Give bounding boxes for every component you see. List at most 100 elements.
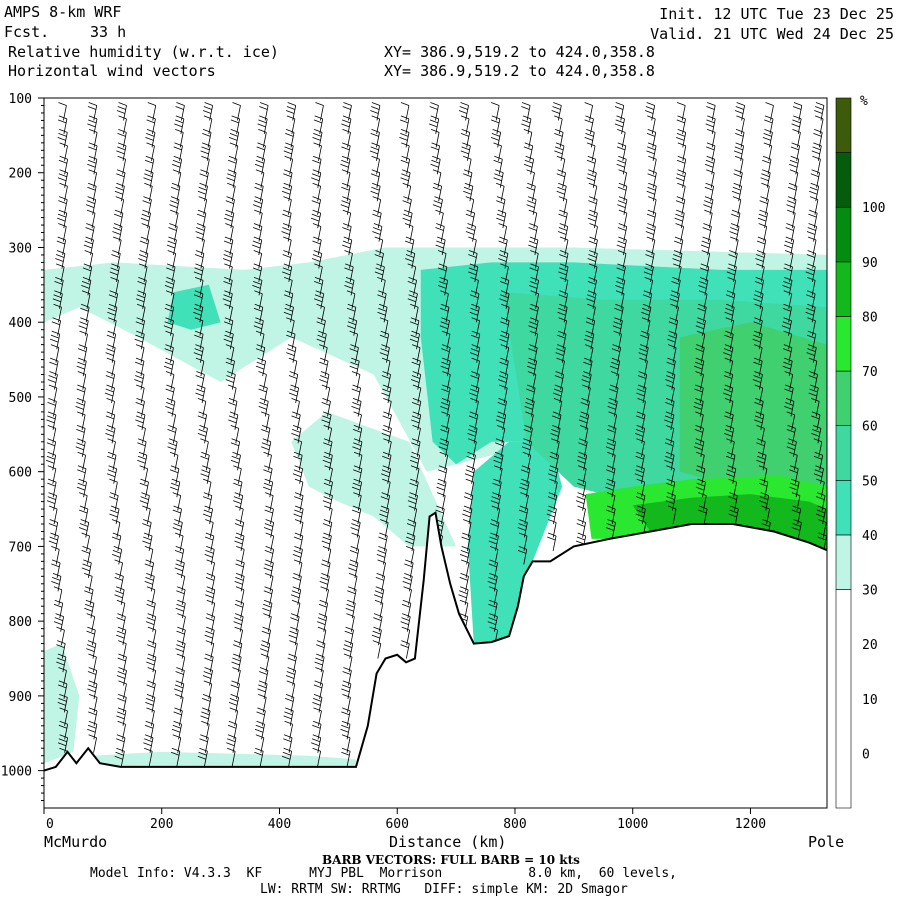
barb-flag <box>166 267 175 272</box>
barb-flag <box>47 411 57 416</box>
barb-flag <box>203 509 212 514</box>
barb-flag <box>377 311 386 316</box>
barb-flag <box>529 267 538 272</box>
barb-flag <box>228 415 238 420</box>
barb-flag <box>813 133 822 137</box>
barb-flag <box>380 496 389 500</box>
barb-flag <box>172 734 181 739</box>
barb-flag <box>559 236 569 241</box>
barb-flag <box>500 344 509 348</box>
barb-flag <box>147 640 157 644</box>
barb-flag <box>46 455 56 460</box>
barb-flag <box>581 398 590 402</box>
barb-flag <box>87 724 97 729</box>
barb-flag <box>785 227 794 231</box>
barb-flag <box>759 200 768 205</box>
barb-column <box>723 102 746 525</box>
barb-flag <box>612 325 621 330</box>
barb-flag <box>401 169 411 174</box>
barb-flag <box>469 250 478 254</box>
barb-flag <box>117 720 126 725</box>
barb-flag <box>642 294 652 299</box>
barb-flag <box>167 250 176 254</box>
barb-flag <box>436 240 445 245</box>
barb-flag <box>112 231 121 235</box>
barb-flag <box>118 129 127 133</box>
barb-flag <box>526 365 536 370</box>
barb-flag <box>167 446 176 451</box>
barb-flag <box>229 698 238 702</box>
barb-flag <box>669 298 678 303</box>
barb-flag <box>59 196 68 201</box>
barb-flag <box>436 223 445 227</box>
barb-flag <box>791 527 801 531</box>
barb-flag <box>559 276 569 281</box>
barb-flag <box>139 250 149 254</box>
barb-flag <box>696 344 705 348</box>
barb-flag <box>283 747 292 752</box>
barb-flag <box>104 392 114 397</box>
wind-barb <box>672 508 677 525</box>
barb-flag <box>317 617 327 622</box>
barb-flag <box>202 513 212 518</box>
barb-flag <box>224 236 234 241</box>
barb-flag <box>373 223 383 227</box>
barb-flag <box>784 240 794 245</box>
barb-flag <box>227 738 236 743</box>
barb-flag <box>315 657 324 662</box>
barb-flag <box>694 442 704 447</box>
barb-flag <box>706 106 715 110</box>
barb-flag <box>432 204 442 209</box>
barb-flag <box>761 173 770 178</box>
barb-flag <box>175 563 184 568</box>
y-tick-label: 300 <box>9 241 32 256</box>
barb-flag <box>606 469 615 474</box>
barb-flag <box>141 213 150 218</box>
barb-flag <box>813 455 823 460</box>
barb-flag <box>790 482 799 487</box>
barb-flag <box>433 200 442 205</box>
wind-barb <box>612 522 616 538</box>
barb-flag <box>230 694 239 698</box>
barb-flag <box>222 258 232 262</box>
barb-flag <box>170 200 179 205</box>
barb-flag <box>47 438 56 443</box>
barb-flag <box>88 115 98 120</box>
barb-flag <box>283 250 292 254</box>
barb-flag <box>342 747 351 752</box>
barb-flag <box>441 348 450 352</box>
barb-flag <box>498 254 508 258</box>
barb-flag <box>559 303 568 308</box>
barb-flag <box>85 227 94 231</box>
barb-flag <box>341 159 350 164</box>
barb-flag <box>56 661 65 666</box>
barb-flag <box>558 271 567 276</box>
barb-flag <box>47 415 56 420</box>
barb-flag <box>724 384 733 389</box>
barb-flag <box>77 451 86 456</box>
barb-flag <box>139 465 148 470</box>
barb-flag <box>765 102 774 106</box>
barb-flag <box>430 146 439 151</box>
barb-flag <box>346 325 356 330</box>
barb-flag <box>264 563 273 568</box>
barb-flag <box>677 169 686 174</box>
barb-flag <box>263 613 272 618</box>
barb-flag <box>323 442 332 447</box>
barb-flag <box>557 311 566 316</box>
barb-flag <box>341 734 351 739</box>
barb-flag <box>341 123 350 128</box>
barb-flag <box>458 594 467 599</box>
barb-flag <box>175 648 184 652</box>
y-tick-label: 600 <box>9 466 32 481</box>
barb-flag <box>529 236 539 241</box>
barb-flag <box>204 505 213 510</box>
barb-flag <box>810 173 819 178</box>
barb-flag <box>701 240 710 245</box>
barb-flag <box>318 603 328 608</box>
barb-flag <box>235 532 245 537</box>
barb-flag <box>530 263 539 268</box>
barb-flag <box>174 519 183 523</box>
barb-flag <box>106 473 116 478</box>
barb-flag <box>323 455 332 460</box>
